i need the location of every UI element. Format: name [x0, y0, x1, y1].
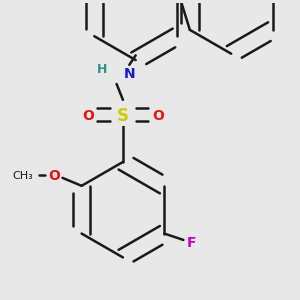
Text: F: F — [187, 236, 196, 250]
Text: O: O — [152, 109, 164, 123]
Text: CH₃: CH₃ — [12, 171, 33, 181]
Text: O: O — [82, 109, 94, 123]
Text: N: N — [124, 67, 135, 81]
Text: H: H — [97, 63, 107, 76]
Text: O: O — [49, 169, 61, 183]
Text: S: S — [117, 107, 129, 125]
